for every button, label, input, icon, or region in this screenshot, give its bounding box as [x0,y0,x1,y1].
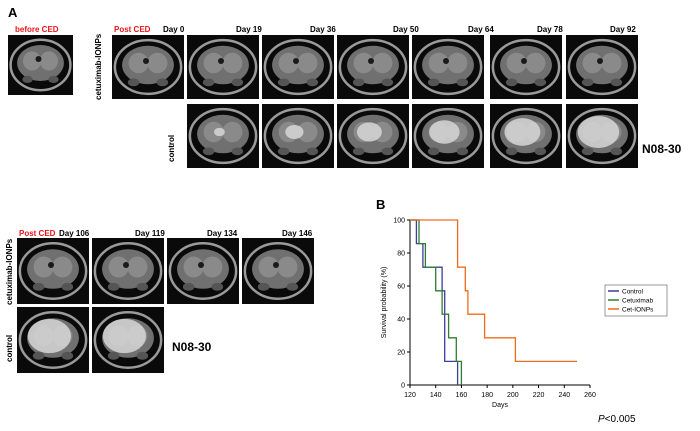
day-label-50: Day 50 [393,25,419,34]
day-label-106: Day 106 [59,229,90,238]
post-ced-label-bottom: Post CED [19,229,56,238]
row-label-treated: cetuximab-IONPs [94,33,103,100]
x-tick-label: 220 [533,392,545,399]
mri-control-day-106 [17,307,89,373]
x-tick-label: 200 [507,392,519,399]
survival-chart: 120 140 160 180 200 220 240 260 0 20 40 60 80 100 Days… [381,218,668,409]
x-tick-label: 160 [456,392,468,399]
panel-b-letter: B [376,197,386,212]
x-tick-label: 180 [481,392,493,399]
mri-control-day-0 [187,104,259,168]
day-label-134: Day 134 [207,229,238,238]
y-tick-label: 80 [397,251,405,258]
mri-treated-day-146 [242,238,314,304]
y-tick-label: 100 [393,218,405,225]
legend-label: Cet-IONPs [622,307,654,314]
mri-treated-day-119 [92,238,164,304]
day-label-78: Day 78 [537,25,563,34]
x-axis-label: Days [492,402,508,409]
row-label-control-bottom: control [5,334,14,362]
y-tick-label: 40 [397,317,405,324]
mri-control-day-119 [92,307,164,373]
mri-control-day-64 [490,104,562,168]
x-tick-label: 240 [558,392,570,399]
series-line-cetuximab [410,219,463,385]
mri-treated-day-134 [167,238,239,304]
p-value: P<0.005 [598,414,636,425]
day-label-19: Day 19 [236,25,262,34]
mri-treated-day-0 [112,35,184,99]
day-label-64: Day 64 [468,25,494,34]
y-tick-label: 0 [401,383,405,390]
legend-label: Control [622,289,644,296]
x-tick-label: 140 [430,392,442,399]
before-ced-label: before CED [15,25,59,34]
post-ced-label: Post CED [114,25,151,34]
y-tick-label: 60 [397,284,405,291]
day-label-92: Day 92 [610,25,636,34]
day-label-146: Day 146 [282,229,313,238]
mri-treated-day-78 [490,35,562,99]
p-value-text: <0.005 [604,414,636,425]
day-label-0: Day 0 [163,25,185,34]
day-label-119: Day 119 [135,229,165,238]
panel-a-letter: A [8,5,18,20]
mri-before-ced [8,35,73,95]
y-tick-label: 20 [397,350,405,357]
mri-control-day-50 [412,104,484,168]
legend-label: Cetuximab [622,298,653,305]
x-tick-label: 260 [584,392,596,399]
sample-id-top: N08-30 [642,142,682,156]
row-label-treated-bottom: cetuximab-IONPs [5,238,14,305]
y-axis-label: Survival probability (%) [381,267,388,339]
x-tick-label: 120 [404,392,416,399]
day-label-36: Day 36 [310,25,336,34]
sample-id-bottom: N08-30 [172,340,212,354]
mri-treated-day-19 [187,35,259,99]
series-line-cet-ionps [410,219,578,363]
mri-treated-day-92 [566,35,638,99]
mri-treated-day-64 [412,35,484,99]
mri-control-day-36 [337,104,409,168]
series-line-control [410,219,459,385]
mri-treated-day-36 [262,35,334,99]
mri-treated-day-106 [17,238,89,304]
mri-treated-day-50 [337,35,409,99]
row-label-control: control [167,134,176,162]
mri-control-day-19 [262,104,334,168]
mri-control-day-78 [566,104,638,168]
